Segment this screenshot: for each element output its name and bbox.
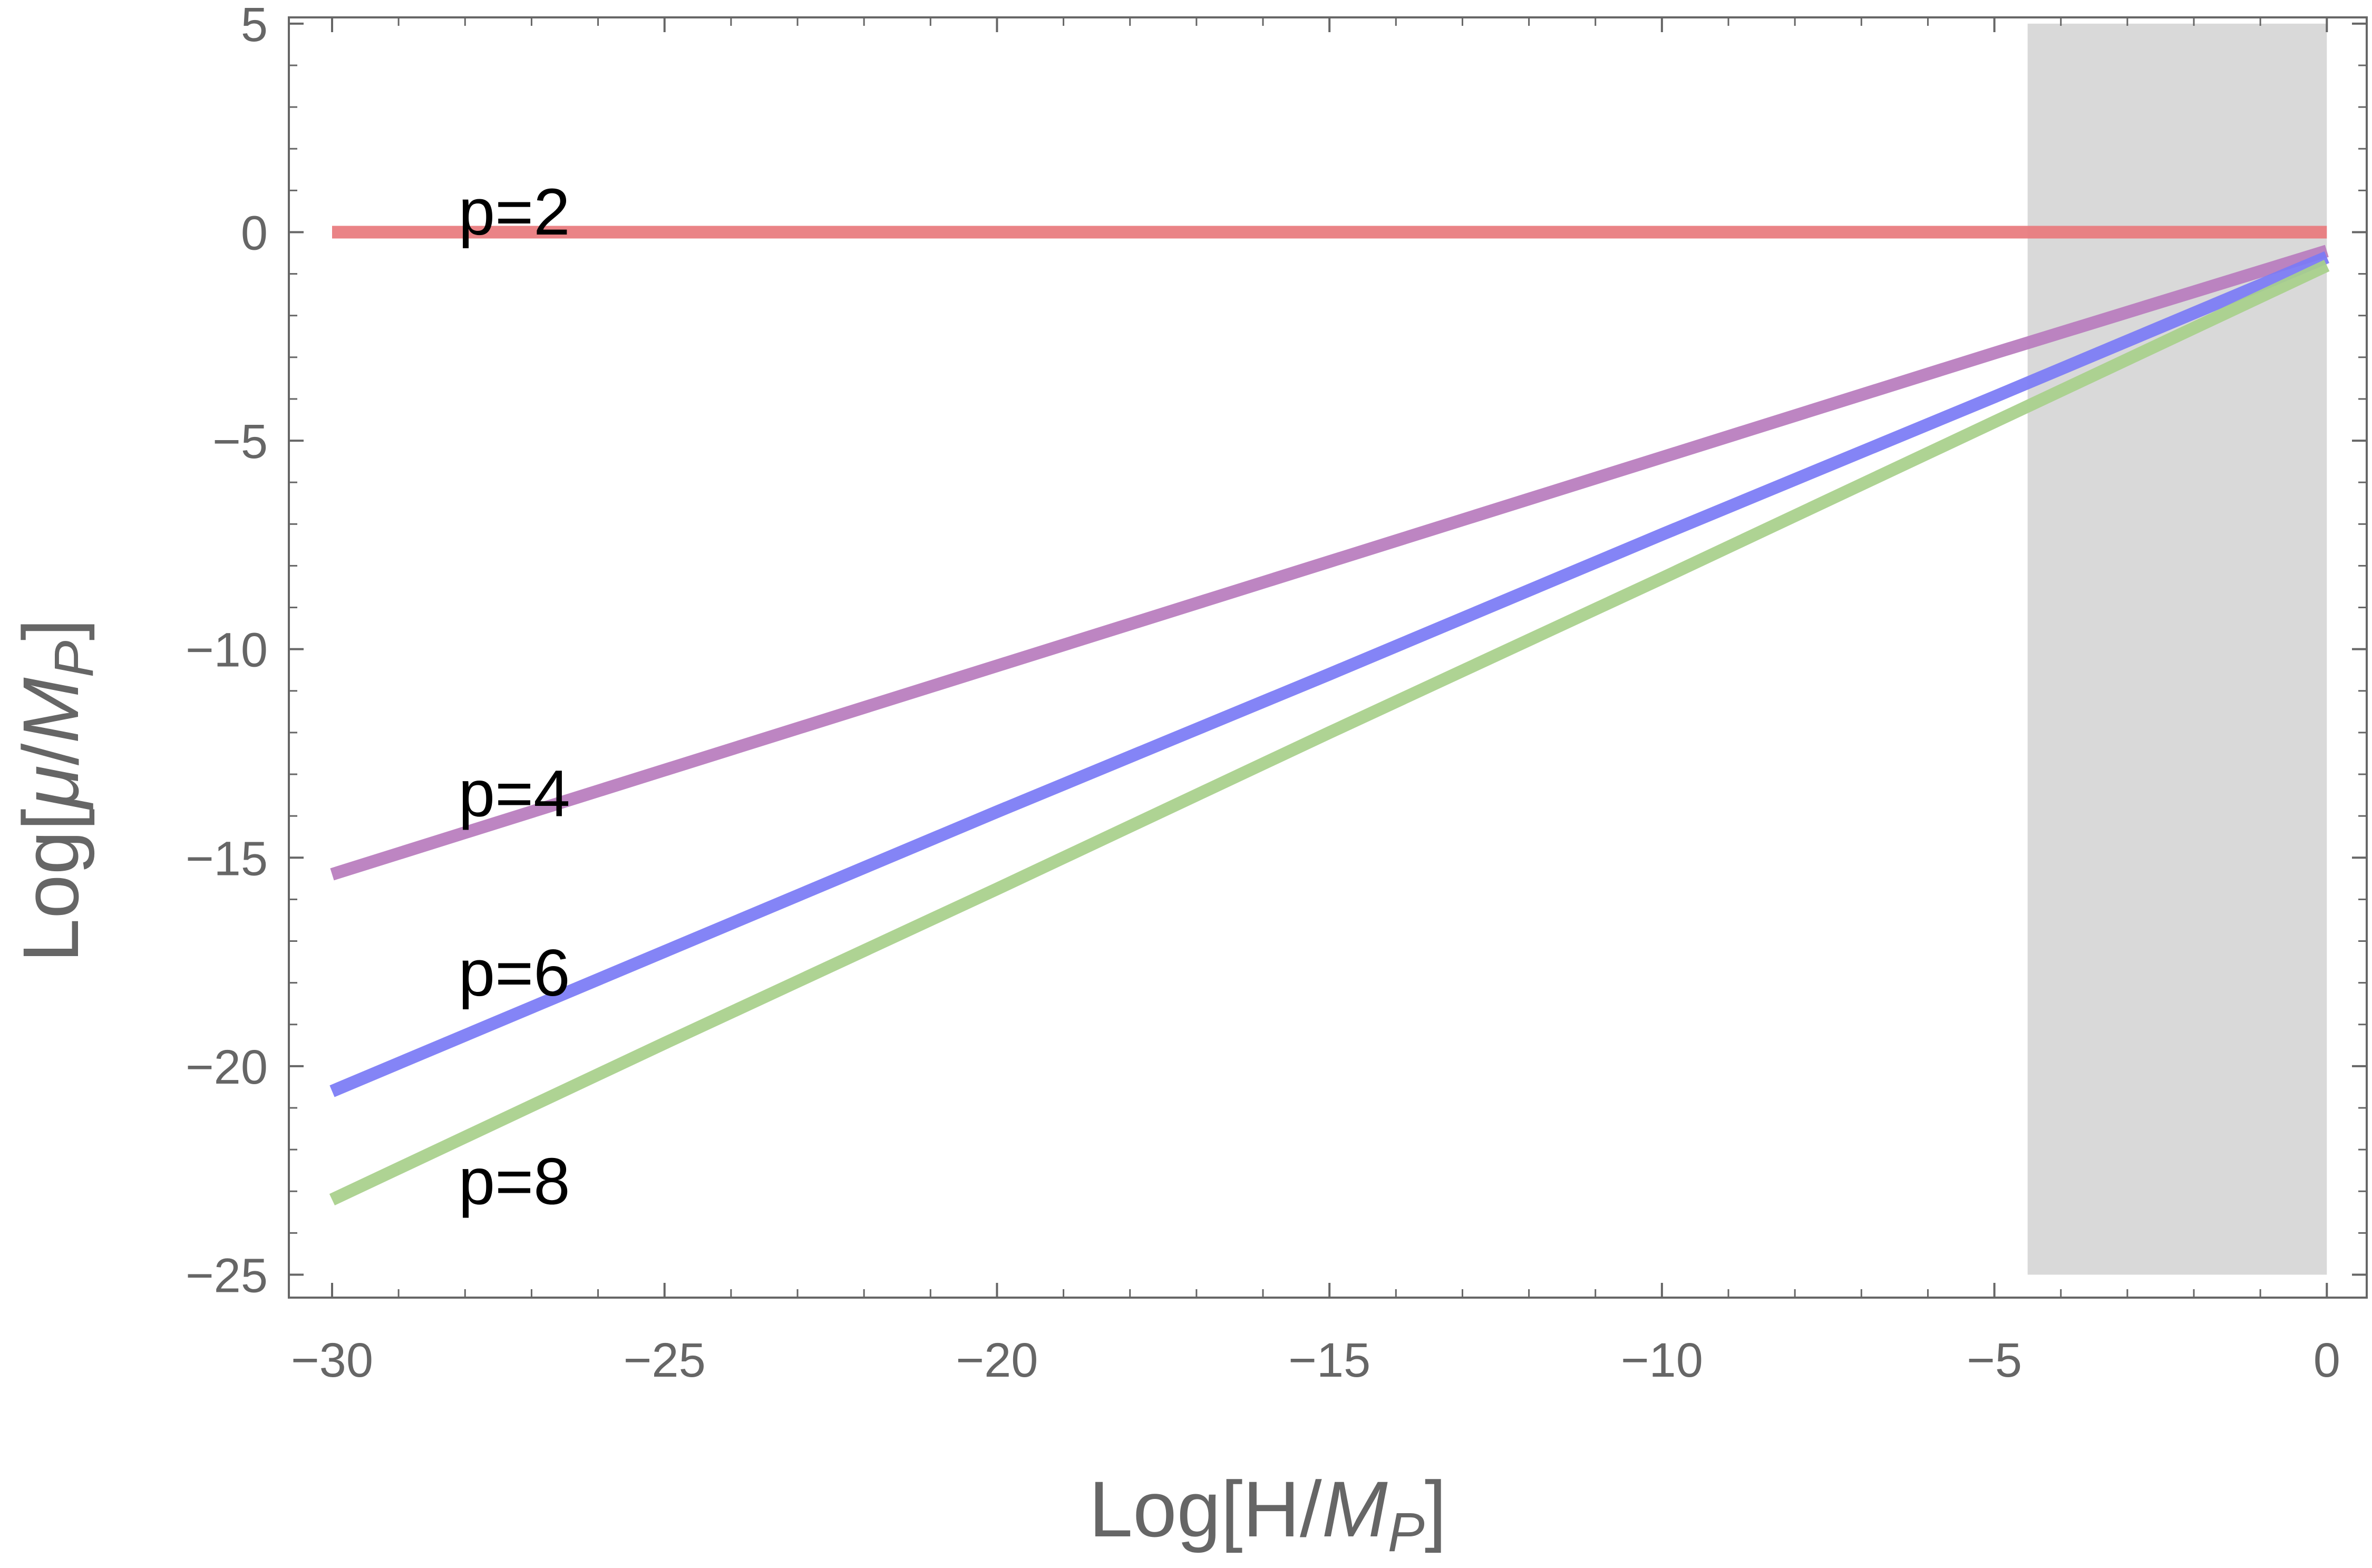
y-tick-label: −15	[186, 832, 268, 885]
x-tick-label: −25	[624, 1333, 706, 1387]
y-axis-title-slash: /	[6, 743, 95, 765]
series-line-p8	[329, 259, 2330, 1205]
x-tick-label: −5	[1967, 1333, 2022, 1387]
shaded-region-layer	[2027, 23, 2327, 1275]
y-axis-title-subscript: P	[43, 640, 105, 677]
y-axis-title-symbol: M	[6, 677, 95, 743]
series-label-p2: p=2	[459, 176, 570, 249]
y-tick-label: −25	[186, 1249, 268, 1302]
x-tick-label: −30	[291, 1333, 373, 1387]
series-label-p6: p=6	[459, 937, 570, 1010]
series-label-p4: p=4	[459, 757, 570, 831]
y-tick-label: 0	[241, 206, 268, 260]
plot-frame	[288, 16, 2368, 1299]
x-tick-label: 0	[2313, 1333, 2340, 1387]
x-tick-label: −15	[1288, 1333, 1370, 1387]
shaded-region	[2027, 23, 2327, 1275]
x-axis-title-suffix: ]	[1425, 1465, 1447, 1553]
x-axis-title-prefix: Log[H/	[1089, 1465, 1322, 1553]
series-labels-layer: p=2 p=4 p=6 p=8	[459, 176, 570, 1219]
series-layer	[329, 226, 2330, 1205]
series-label-p8: p=8	[459, 1145, 570, 1218]
y-tick-label: −10	[186, 624, 268, 677]
x-axis-title-subscript: P	[1388, 1502, 1425, 1563]
x-tick-label: −20	[956, 1333, 1038, 1387]
y-axis-title: Log[μ/MP]	[6, 619, 105, 963]
y-tick-label: −20	[186, 1040, 268, 1094]
y-tick-label: −5	[212, 415, 268, 469]
x-tick-label: −10	[1621, 1333, 1703, 1387]
y-tick-label: 5	[241, 0, 268, 52]
x-axis-title-symbol: M	[1322, 1465, 1388, 1553]
ticks-layer: −30 −25 −20 −15 −10 −5 0 5 0 −5 −10 −15 −20 −25	[186, 0, 2367, 1387]
series-line-p4	[330, 245, 2329, 881]
y-axis-title-suffix: ]	[6, 619, 95, 641]
series-line-p6	[329, 251, 2329, 1097]
y-axis-title-prefix: Log[	[6, 809, 95, 962]
y-axis-title-mu: μ	[6, 765, 95, 811]
x-axis-title: Log[H/MP]	[1089, 1465, 1447, 1563]
